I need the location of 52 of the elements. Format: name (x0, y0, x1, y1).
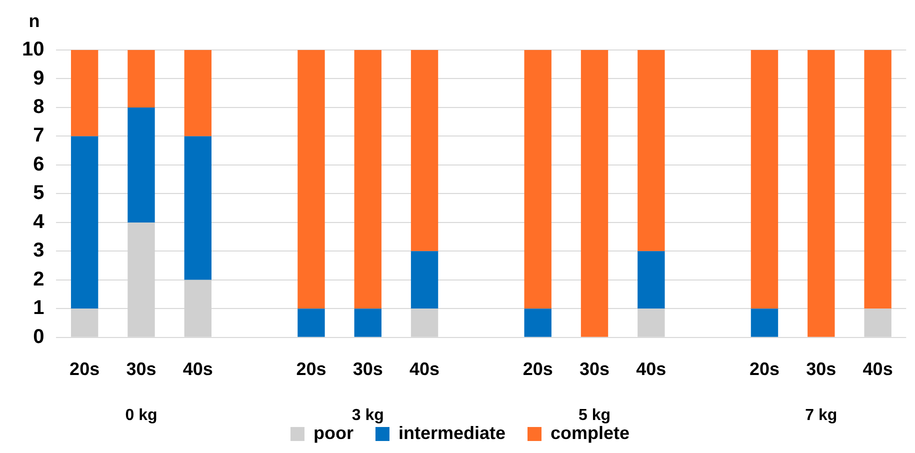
x-tick-label: 30s (126, 359, 156, 380)
y-axis-title: n (28, 10, 40, 31)
bar (354, 50, 382, 309)
bar (128, 107, 155, 222)
y-tick-label: 2 (33, 268, 44, 290)
bar (410, 251, 438, 309)
text: 0 kg (125, 406, 158, 424)
x-tick-label: 20s (749, 359, 780, 380)
bar (864, 50, 892, 309)
bar (750, 308, 778, 337)
x-tick-label: 20s (70, 359, 100, 380)
bar (524, 50, 552, 309)
legend-label: complete (550, 422, 630, 443)
y-tick-label: 9 (33, 67, 44, 90)
bar (70, 136, 98, 309)
bar (298, 50, 325, 309)
text: 3 kg (352, 406, 384, 424)
legend-label: intermediate (398, 422, 506, 443)
bar (524, 308, 552, 337)
bar (128, 50, 155, 108)
y-tick-label: 5 (33, 182, 44, 204)
bar (808, 50, 835, 337)
y-tick-label: 10 (22, 38, 44, 61)
y-tick-label: 4 (33, 210, 46, 233)
bar (750, 50, 778, 309)
text: 7 kg (805, 406, 838, 424)
legend-label: poor (313, 422, 354, 443)
x-tick-label: 20s (296, 359, 326, 380)
bar (184, 50, 212, 136)
y-tick-label: 3 (33, 240, 44, 262)
bar (70, 50, 98, 136)
x-tick-label: 40s (862, 359, 893, 380)
x-tick-label: 30s (806, 359, 836, 380)
y-tick-label: 7 (33, 124, 44, 147)
text: 5 kg (578, 406, 611, 424)
x-tick-label: 40s (636, 359, 666, 380)
y-tick-label: 0 (33, 326, 44, 348)
bar (354, 308, 382, 337)
bar (580, 50, 608, 337)
x-tick-label: 30s (579, 359, 610, 380)
y-tick-label: 6 (33, 153, 44, 176)
x-tick-label: 20s (522, 359, 553, 380)
x-tick-label: 40s (182, 359, 213, 380)
bar (638, 50, 665, 252)
y-tick-label: 8 (33, 96, 44, 118)
x-tick-label: 30s (352, 359, 383, 380)
bar (638, 251, 665, 309)
x-tick-label: 40s (410, 359, 440, 380)
bar (184, 136, 212, 280)
y-tick-label: 1 (33, 297, 44, 320)
bar (298, 308, 325, 337)
bar (410, 50, 438, 252)
